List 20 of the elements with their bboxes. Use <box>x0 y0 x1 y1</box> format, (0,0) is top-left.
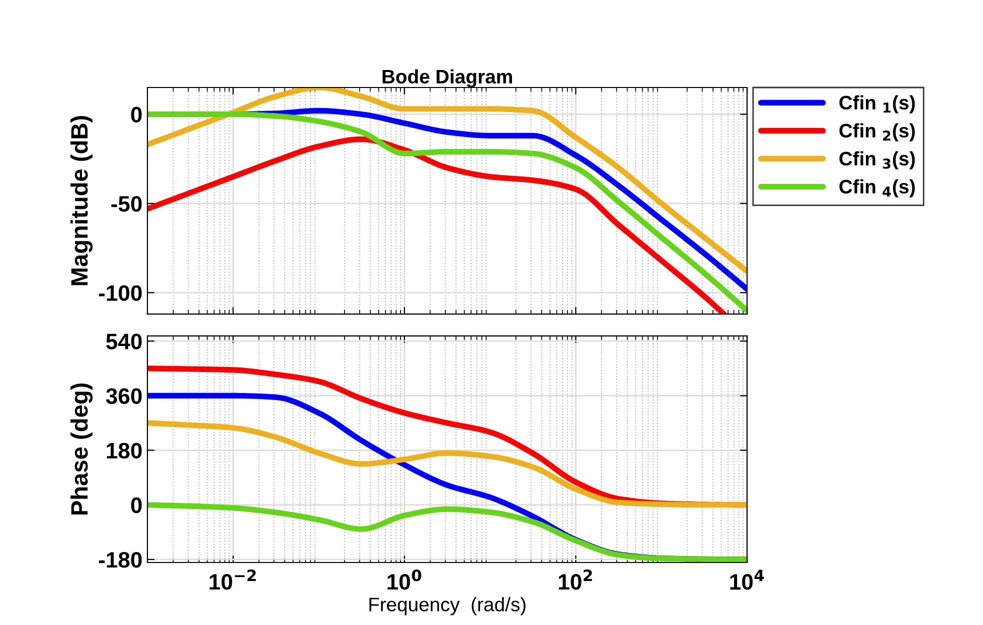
legend-label: Cfin $_{2}$(s) <box>839 123 915 142</box>
y-tick-label: 180 <box>106 442 142 459</box>
x-tick-label: 10$^{2}$ <box>558 569 592 590</box>
y-tick-label: 540 <box>106 334 142 350</box>
x-tick-label: 10$^{4}$ <box>730 570 764 590</box>
legend-label: Cfin $_{4}$(s) <box>839 179 915 198</box>
y-axis-title: Magnitude (dB) <box>70 116 93 286</box>
x-axis-title: Frequency (rad/s) <box>369 597 526 616</box>
x-tick-label: 10$^{−2}$ <box>210 569 256 590</box>
x-tick-label: 10$^{0}$ <box>388 569 422 590</box>
y-tick-label: 360 <box>106 388 142 404</box>
y-tick-label: -50 <box>111 196 142 212</box>
chart-title: Bode Diagram <box>382 69 512 88</box>
legend-label: Cfin $_{3}$(s) <box>839 151 915 170</box>
y-axis-title: Phase (deg) <box>70 383 93 515</box>
y-tick-label: 0 <box>131 106 142 123</box>
legend-label: Cfin $_{1}$(s) <box>839 95 915 114</box>
y-tick-label: -180 <box>98 552 142 568</box>
y-tick-label: 0 <box>131 497 142 514</box>
y-tick-label: -100 <box>98 285 142 301</box>
